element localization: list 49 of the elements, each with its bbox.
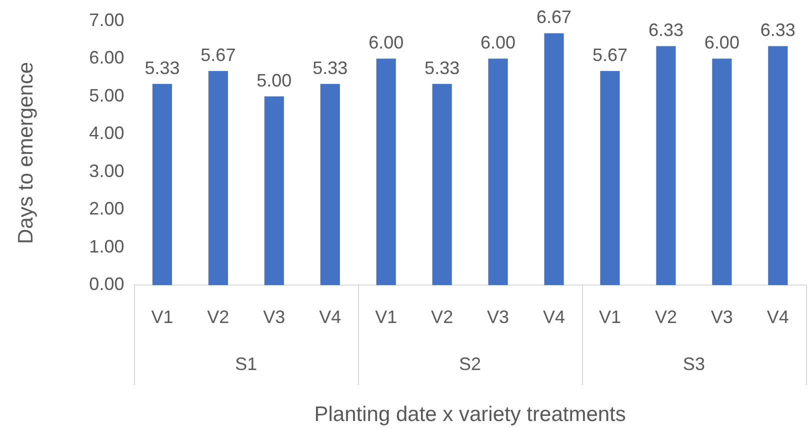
data-label: 5.67: [592, 45, 628, 66]
data-label: 6.00: [368, 32, 404, 53]
y-tick-label: 2.00: [89, 198, 124, 219]
data-label: 5.00: [256, 70, 292, 90]
y-axis-title: Days to emergence: [14, 62, 38, 244]
data-label: 6.67: [536, 7, 572, 28]
text: S3: [682, 354, 705, 374]
x-tick-label: V4: [766, 306, 789, 327]
data-label: 5.33: [312, 58, 348, 78]
y-tick-label: 6.00: [89, 48, 124, 68]
text: S2: [459, 354, 482, 374]
data-label: 6.00: [704, 32, 740, 53]
y-tick-label: 0.00: [89, 274, 124, 294]
x-tick-label: V1: [375, 306, 398, 327]
bar: [544, 33, 564, 286]
x-tick-label: V4: [543, 306, 566, 327]
bar: [768, 46, 788, 286]
data-label: 5.67: [200, 45, 236, 66]
bar: [376, 58, 396, 286]
text: S1: [235, 354, 258, 374]
bar: [656, 46, 676, 286]
bar: [264, 96, 284, 286]
x-tick-label: V3: [487, 306, 510, 327]
bar: [600, 71, 620, 286]
x-tick-label: V4: [319, 306, 342, 327]
data-label: 5.33: [424, 58, 460, 78]
y-tick-label: 3.00: [89, 160, 124, 181]
x-tick-label: V3: [710, 306, 733, 327]
data-label: 6.33: [648, 20, 684, 40]
x-tick-label: V1: [151, 306, 174, 327]
bar: [320, 84, 340, 286]
data-label: 6.33: [760, 20, 796, 40]
y-tick-label: 4.00: [89, 123, 124, 144]
data-label: 5.33: [144, 58, 180, 78]
y-tick-label: 7.00: [89, 10, 124, 30]
bar: [208, 71, 228, 286]
x-tick-label: V3: [263, 306, 286, 327]
bar: [712, 58, 732, 286]
bar: [432, 84, 452, 286]
bar: [152, 84, 172, 286]
bar: [488, 58, 508, 286]
y-tick-label: 1.00: [89, 236, 124, 256]
y-tick-label: 5.00: [89, 85, 124, 106]
x-tick-label: V1: [598, 306, 622, 327]
x-axis-title: Planting date x variety treatments: [314, 403, 626, 426]
x-tick-label: V2: [654, 306, 677, 327]
x-tick-label: V2: [207, 306, 230, 327]
data-label: 6.00: [480, 32, 516, 53]
x-tick-label: V2: [431, 306, 454, 327]
